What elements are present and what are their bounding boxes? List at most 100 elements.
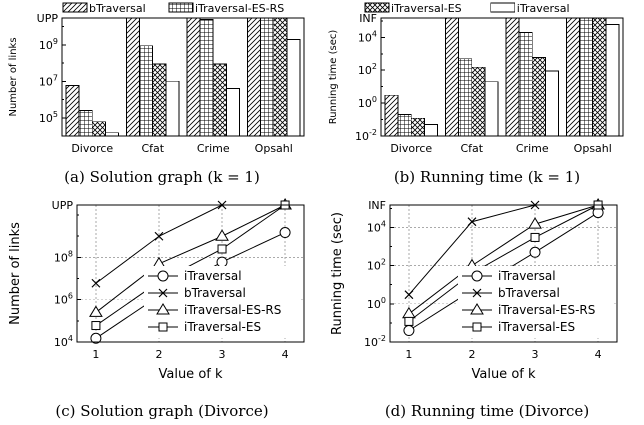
panel-d-point-itraversal-k3 (529, 246, 541, 258)
panel-a-bar-divorce-itraversal-es (91, 121, 106, 137)
panel-b-bar-opsahl-itraversal-es (592, 17, 607, 137)
panel-d-line-chart: 10-2 100 102 104 INF Running time (sec) 1 2 3 4 Va… (330, 198, 618, 382)
panel-d-point-itraversal-k1 (403, 325, 415, 337)
panel-a-category-label-divorce: Divorce (71, 142, 113, 155)
panel-d-point-itraversal-es-rs-k1 (402, 306, 416, 319)
panel-c-series-line-itraversal-es (95, 204, 286, 326)
panel-a-bar-opsahl-itraversal-es-rs (260, 17, 275, 137)
panel-b-ytick-label-3: 104 (358, 29, 377, 44)
panel-c-xtick-label-2: 3 (219, 348, 226, 361)
panel-c-ytick-label-1: 106 (54, 292, 73, 307)
panel-c-legend-label-itraversal-es-rs: iTraversal-ES-RS (184, 303, 281, 317)
panel-c-plot-frame (76, 204, 305, 343)
panel-b-legend-swatch-itraversal (490, 2, 516, 13)
panel-c-xtick-label-1: 2 (155, 348, 162, 361)
panel-d-ytick-label-4: INF (368, 199, 386, 212)
panel-b-ytick-label-1: 100 (358, 95, 377, 110)
panel-a-category-label-opsahl: Opsahl (255, 142, 293, 155)
panel-a-ytick-label-2: 109 (39, 37, 58, 52)
panel-d-ytick-label-1: 100 (367, 296, 386, 311)
panel-d-legend-marker-itraversal (471, 270, 483, 282)
panel-d-point-itraversal-es-k1 (404, 316, 414, 326)
panel-b-plot-frame (380, 17, 624, 137)
panel-b-bar-crime-itraversal-es (531, 57, 546, 137)
panel-d-legend-marker-itraversal-es-rs (470, 303, 484, 315)
panel-d-xtick-label-3: 4 (595, 348, 602, 361)
panel-a-bar-divorce-btraversal (65, 84, 80, 137)
panel-d-series-line-itraversal-es (408, 204, 599, 322)
panel-a-bar-cfat-btraversal (126, 17, 141, 137)
panel-b-bar-opsahl-itraversal (605, 24, 620, 137)
panel-c-point-itraversal-es-k3 (217, 244, 227, 254)
panel-d-ylabel: Running time (sec) (330, 212, 345, 335)
panel-b-legend-swatch-itraversal-es (364, 2, 390, 13)
panel-c-xlabel: Value of k (158, 367, 222, 382)
panel-c-legend-label-itraversal: iTraversal (184, 269, 242, 283)
panel-d-series-line-itraversal-es-rs (408, 204, 599, 315)
panel-b-bar-cfat-itraversal-es-rs (458, 58, 473, 137)
panel-a-legend-label-btraversal: bTraversal (89, 2, 146, 15)
caption-c: (c) Solution graph (Divorce) (55, 402, 268, 420)
panel-a-ytick-label-0: 105 (39, 110, 58, 125)
panel-a-plot-frame (61, 17, 305, 137)
panel-d-ytick-label-0: 10-2 (364, 334, 386, 349)
panel-c-point-btraversal-k2 (154, 231, 164, 241)
panel-b-bar-opsahl-btraversal (566, 17, 581, 137)
panel-d-legend-marker-itraversal-es (472, 322, 482, 332)
panel-a-bar-chart: Divorce Cfat Crime Opsahl 105 107 109 UPP Number… (8, 2, 305, 155)
panel-a-bar-crime-itraversal-es (212, 63, 227, 137)
panel-c-legend-marker-itraversal (157, 270, 169, 282)
panel-c-point-itraversal-es-rs-k1 (89, 305, 103, 317)
panel-c-legend-marker-btraversal (158, 288, 168, 298)
panel-a-category-label-cfat: Cfat (141, 142, 164, 155)
panel-d-ytick-label-3: 104 (367, 219, 386, 234)
panel-a-legend-swatch-btraversal (62, 2, 88, 13)
panel-a-ytick-label-3: UPP (37, 12, 59, 25)
caption-a: (a) Solution graph (k = 1) (64, 168, 260, 186)
panel-c-ylabel: Number of links (8, 222, 23, 325)
panel-b-bar-cfat-itraversal (484, 81, 499, 137)
panel-c-legend-box (144, 266, 300, 338)
panel-c-ytick-label-2: 108 (54, 249, 73, 264)
panel-a-bar-opsahl-btraversal (247, 17, 262, 137)
panel-a-category-label-crime: Crime (197, 142, 230, 155)
panel-b-bar-divorce-itraversal-es-rs (397, 114, 412, 137)
panel-b-bar-crime-itraversal (544, 70, 559, 137)
panel-d-xtick-label-0: 1 (405, 348, 412, 361)
panel-c-xtick-label-3: 4 (282, 348, 289, 361)
panel-d-point-itraversal-es-k3 (530, 232, 540, 242)
panel-c-legend-marker-itraversal-es (158, 322, 168, 332)
panel-a-bar-crime-itraversal-es-rs (199, 19, 214, 137)
panel-c-ytick-label-3: UPP (52, 199, 74, 212)
panel-b-category-label-opsahl: Opsahl (574, 142, 612, 155)
panel-c-point-itraversal-es-rs-k3 (215, 229, 229, 241)
panel-c-xtick-label-0: 1 (92, 348, 99, 361)
panel-c-legend-label-btraversal: bTraversal (184, 286, 246, 300)
panel-d-legend-label-itraversal: iTraversal (498, 269, 556, 283)
panel-b-bar-chart: Divorce Cfat Crime Opsahl 10-2 100 102 104 INF Ru… (328, 2, 624, 155)
panel-a-ytick-label-1: 107 (39, 73, 58, 88)
panel-b-ytick-label-4: INF (359, 12, 377, 25)
panel-b-bar-divorce-itraversal-es (410, 117, 425, 137)
panel-b-ytick-label-2: 102 (358, 62, 377, 77)
panel-a-bar-crime-btraversal (186, 17, 201, 137)
panel-c-point-itraversal-k3 (216, 256, 228, 268)
panel-c-legend-label-itraversal-es: iTraversal-ES (184, 320, 261, 334)
panel-d-plot-frame (389, 204, 618, 343)
panel-b-bar-crime-itraversal-es-rs (518, 31, 533, 137)
panel-a-bar-divorce-itraversal-es-rs (78, 110, 93, 137)
panel-a-bar-cfat-itraversal (165, 80, 180, 137)
panel-c-point-btraversal-k1 (91, 278, 101, 288)
panel-b-bar-cfat-itraversal-es (471, 66, 486, 137)
panel-d-legend-box (458, 266, 614, 338)
panel-a-bar-cfat-itraversal-es (152, 63, 167, 137)
panel-a-ylabel: Number of links (8, 37, 19, 116)
panel-d-xtick-label-1: 2 (468, 348, 475, 361)
panel-b-bar-divorce-itraversal (423, 124, 438, 137)
panel-b-category-label-cfat: Cfat (460, 142, 483, 155)
panel-c-legend-marker-itraversal-es-rs (156, 303, 170, 315)
panel-d-point-btraversal-k2 (467, 217, 477, 227)
panel-d-xlabel: Value of k (471, 367, 535, 382)
panel-a-bar-cfat-itraversal-es-rs (139, 45, 154, 137)
